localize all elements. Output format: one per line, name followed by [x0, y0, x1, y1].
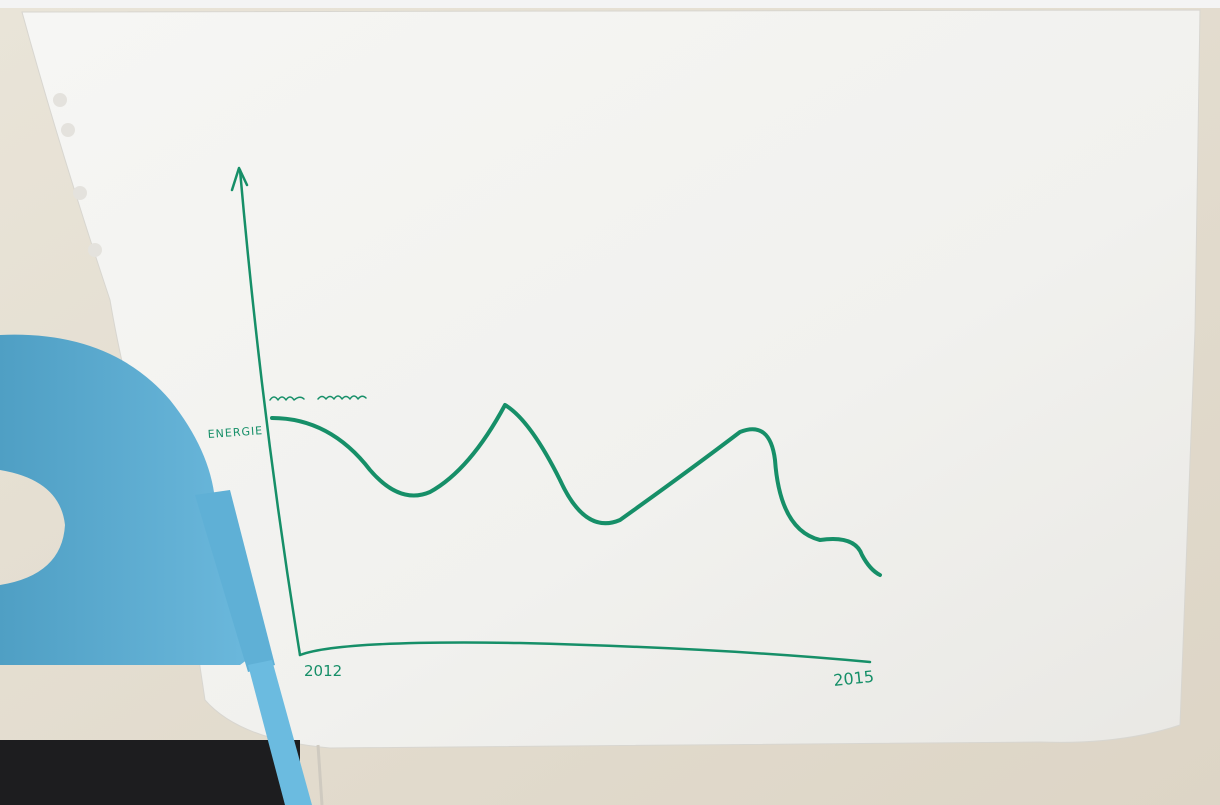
x-start-label: 2012 [304, 662, 342, 680]
chair-leg [248, 660, 312, 805]
y-arrow [230, 166, 249, 192]
floor-shadow [0, 740, 300, 805]
energy-curve [270, 403, 882, 577]
y-axis [238, 168, 302, 657]
y-axis-label: ENERGIE [207, 424, 263, 441]
scribbled-note [269, 395, 367, 401]
x-axis [298, 641, 872, 664]
chair-frame [195, 490, 275, 672]
x-end-label: 2015 [832, 667, 874, 690]
chair-back [0, 334, 260, 665]
top-edge [0, 0, 1220, 8]
cable [316, 744, 324, 805]
drawing [230, 166, 882, 664]
punch-holes [53, 93, 102, 257]
